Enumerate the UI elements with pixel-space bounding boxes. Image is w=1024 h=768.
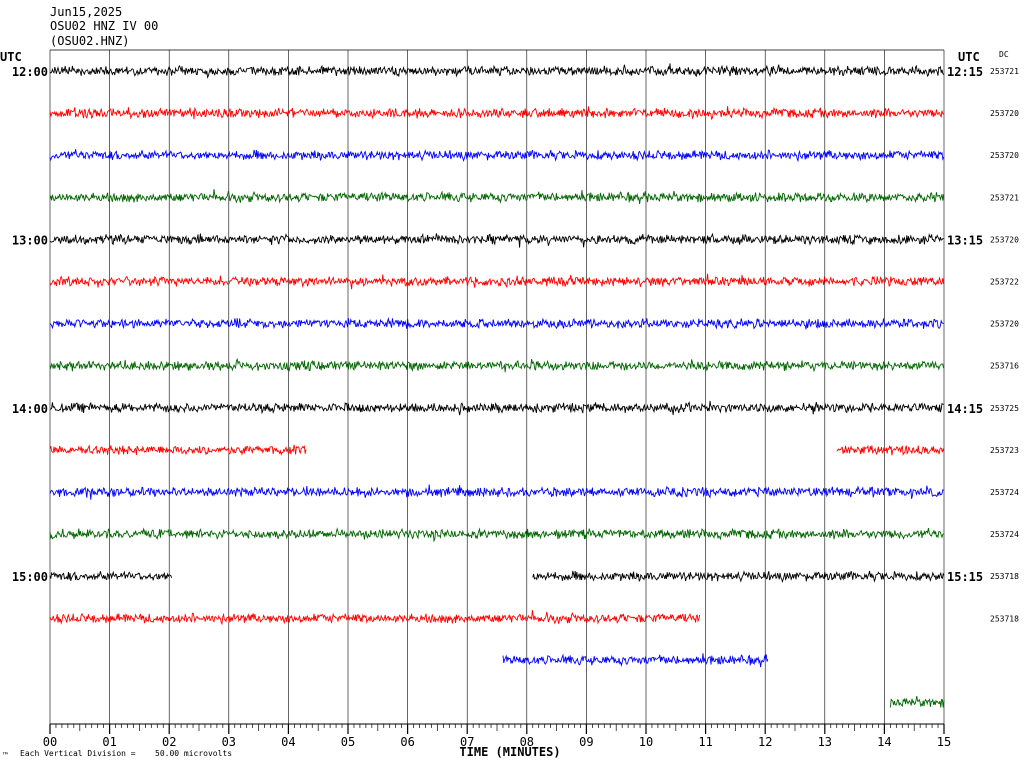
row-dc-value-3: 253721	[990, 193, 1019, 202]
corner-mark: ™	[2, 751, 8, 760]
trace-group	[49, 63, 945, 708]
x-tick-label-07: 07	[460, 735, 474, 749]
row-dc-value-4: 253720	[990, 235, 1019, 244]
header-station: OSU02 HNZ IV 00	[50, 19, 158, 33]
x-tick-label-10: 10	[639, 735, 653, 749]
row-left-time-4: 13:00	[12, 233, 48, 247]
x-tick-label-13: 13	[818, 735, 832, 749]
x-axis: 00 01 02 03 04 05 06 07 08 09 10 11 12 13 14 15	[43, 724, 951, 749]
x-tick-label-02: 02	[162, 735, 176, 749]
trace-1-segment-0	[49, 106, 944, 121]
trace-5-segment-0	[49, 273, 945, 290]
trace-9-segment-0	[49, 444, 307, 456]
x-tick-label-06: 06	[400, 735, 414, 749]
x-tick-label-01: 01	[102, 735, 116, 749]
x-tick-label-12: 12	[758, 735, 772, 749]
row-dc-value-9: 253723	[990, 446, 1019, 455]
x-tick-label-08: 08	[520, 735, 534, 749]
division-label: Each Vertical Division =	[20, 749, 136, 758]
row-dc-value-7: 253716	[990, 362, 1019, 371]
row-right-time-4: 13:15	[947, 233, 983, 247]
trace-4-segment-0	[49, 232, 944, 248]
trace-14-segment-0	[502, 653, 769, 668]
x-tick-label-04: 04	[281, 735, 295, 749]
row-right-time-12: 15:15	[947, 570, 983, 584]
row-dc-value-12: 253718	[990, 572, 1019, 581]
row-dc-value-0: 253721	[990, 67, 1019, 76]
x-tick-label-00: 00	[43, 735, 57, 749]
row-dc-value-11: 253724	[990, 530, 1019, 539]
dc-label: DC	[999, 50, 1009, 59]
trace-2-segment-0	[49, 149, 945, 163]
trace-15-segment-0	[889, 696, 945, 708]
x-tick-label-15: 15	[937, 735, 951, 749]
utc-left-label: UTC	[0, 50, 22, 64]
x-tick-label-05: 05	[341, 735, 355, 749]
row-right-time-8: 14:15	[947, 402, 983, 416]
row-left-time-8: 14:00	[12, 402, 48, 416]
utc-right-label: UTC	[958, 50, 980, 64]
row-dc-value-13: 253718	[990, 614, 1019, 623]
trace-7-segment-0	[49, 358, 945, 373]
row-dc-value-6: 253720	[990, 320, 1019, 329]
header-channel: (OSU02.HNZ)	[50, 34, 129, 48]
trace-3-segment-0	[49, 189, 945, 205]
row-left-time-12: 15:00	[12, 570, 48, 584]
x-tick-label-14: 14	[877, 735, 891, 749]
row-labels: 12:00 12:15 253721 253720 253720 253721 13:00 1…	[12, 65, 1019, 623]
row-right-time-0: 12:15	[947, 65, 983, 79]
row-left-time-0: 12:00	[12, 65, 48, 79]
trace-10-segment-0	[49, 484, 944, 500]
trace-9-segment-1	[836, 444, 945, 457]
header-date: Jun15,2025	[50, 5, 122, 19]
x-tick-label-09: 09	[579, 735, 593, 749]
trace-6-segment-0	[49, 316, 944, 330]
trace-11-segment-0	[49, 527, 944, 543]
row-dc-value-5: 253722	[990, 278, 1019, 287]
trace-0-segment-0	[49, 63, 944, 79]
row-dc-value-2: 253720	[990, 151, 1019, 160]
division-value: 50.00 microvolts	[155, 749, 232, 758]
row-dc-value-8: 253725	[990, 404, 1019, 413]
row-dc-value-1: 253720	[990, 109, 1019, 118]
trace-13-segment-0	[49, 610, 701, 626]
trace-8-segment-0	[49, 400, 944, 416]
row-dc-value-10: 253724	[990, 488, 1019, 497]
x-tick-label-03: 03	[222, 735, 236, 749]
x-axis-label: TIME (MINUTES)	[459, 745, 560, 759]
trace-12-segment-1	[532, 570, 945, 584]
trace-12-segment-0	[49, 570, 173, 582]
x-tick-label-11: 11	[698, 735, 712, 749]
